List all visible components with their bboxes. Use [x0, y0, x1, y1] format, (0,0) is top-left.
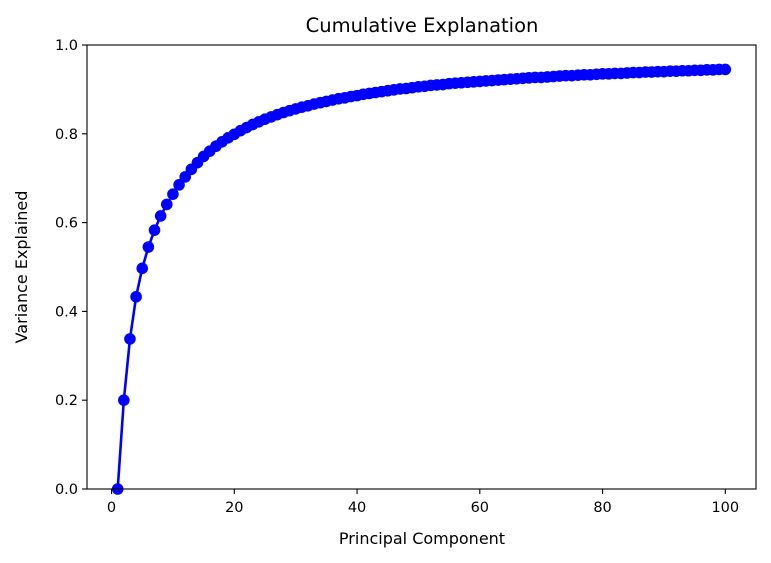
plot-area — [86, 44, 757, 495]
data-point — [154, 210, 167, 222]
data-point — [142, 241, 155, 253]
data-point — [118, 394, 130, 407]
y-axis-ticks: 0.0 0.2 0.4 0.6 0.8 1.0 — [55, 38, 87, 498]
data-point — [160, 198, 173, 211]
y-tick-label: 0.2 — [55, 393, 78, 409]
x-tick-label: 0 — [107, 500, 116, 516]
y-axis-label: Variance Explained — [12, 191, 31, 344]
x-tick-label: 80 — [593, 500, 611, 516]
y-tick-label: 0.0 — [55, 482, 78, 498]
data-point — [148, 224, 161, 236]
data-point — [719, 63, 732, 76]
series-line — [116, 68, 726, 490]
x-axis-ticks: 0 20 40 60 80 100 — [107, 489, 739, 516]
y-tick-label: 1.0 — [55, 38, 78, 54]
x-tick-label: 40 — [348, 500, 366, 516]
x-axis-label: Principal Component — [339, 529, 505, 548]
data-point — [173, 179, 185, 191]
data-point — [167, 188, 179, 200]
chart-title: Cumulative Explanation — [306, 14, 539, 37]
data-point — [130, 290, 142, 303]
y-tick-label: 0.4 — [55, 304, 78, 320]
x-tick-label: 60 — [471, 500, 489, 516]
y-tick-label: 0.8 — [55, 127, 78, 143]
x-tick-label: 20 — [225, 500, 243, 516]
data-point — [124, 333, 136, 345]
axes-frame — [86, 44, 757, 490]
y-tick-label: 0.6 — [55, 216, 78, 232]
data-point — [136, 262, 149, 275]
x-tick-label: 100 — [711, 500, 739, 516]
